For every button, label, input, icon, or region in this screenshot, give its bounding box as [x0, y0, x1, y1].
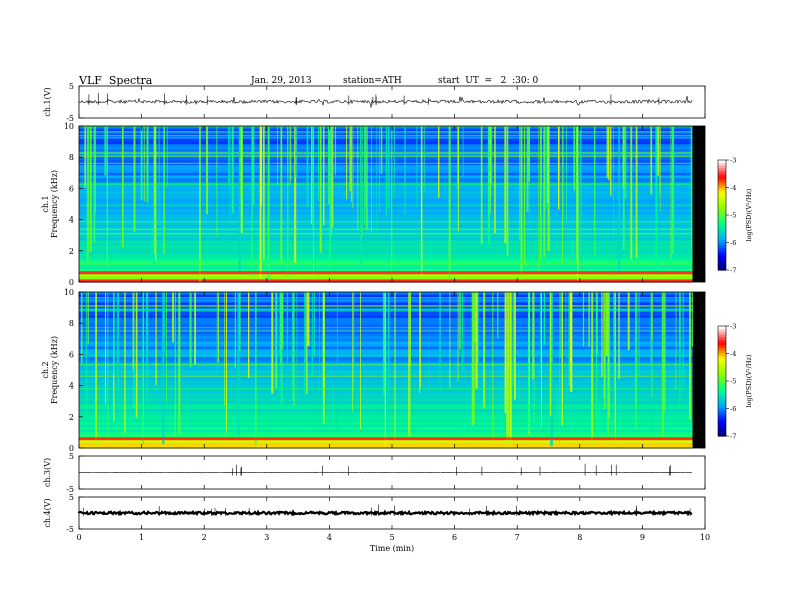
ch1-spec-colorbar-tick-label: -3: [730, 157, 736, 165]
ch3-wave-ylabel: ch.3(V): [43, 458, 52, 487]
ch1-spec-ylabel: ch.1: [41, 195, 50, 212]
chart-title: VLF Spectra: [79, 74, 153, 87]
ch1-wave-ytick-label: -5: [66, 114, 74, 123]
x-axis-label: Time (min): [370, 544, 414, 553]
x-tick-label: 6: [452, 533, 457, 542]
ch4-wave-trace: [77, 509, 693, 517]
ch1-wave-panel: [78, 85, 706, 119]
x-tick-label: 10: [700, 533, 710, 542]
x-tick-label: 7: [515, 533, 520, 542]
x-tick-label: 0: [76, 533, 81, 542]
ch3-wave-ytick-label: -5: [66, 485, 74, 494]
ch2-spec-colorbar-tick-label: -4: [730, 350, 736, 358]
ch4-wave-panel: [77, 496, 706, 530]
ch1-wave-ytick-label: 5: [69, 82, 74, 91]
ch2-spec-ylabel: Frequency (kHz): [50, 336, 59, 404]
ch2-spec-ylabel: ch.2: [41, 361, 50, 378]
x-tick-label: 2: [202, 533, 207, 542]
ch1-spec-panel: [78, 125, 706, 283]
ch4-wave-ylabel: ch.4(V): [43, 498, 52, 527]
ch1-spec-colorbar-tick-label: -5: [730, 212, 736, 220]
ch1-spec-ytick-label: 10: [64, 122, 74, 131]
ch2-spec-ytick-label: 2: [69, 413, 74, 422]
ch2-spec-colorbar-tick-label: -5: [730, 378, 736, 386]
ch1-spec-colorbar: -3 -4 -5 -6 -7 log(PSD)(V²/Hz): [717, 157, 753, 275]
ch2-spec-colorbar: -3 -4 -5 -6 -7 log(PSD)(V²/Hz): [717, 323, 753, 441]
ch2-spec-colorbar-tick-label: -3: [730, 323, 736, 331]
ch4-wave-ytick-label: -5: [66, 525, 74, 534]
x-tick-label: 5: [389, 533, 394, 542]
ch1-spec-ytick-label: 0: [69, 278, 74, 287]
ch1-spec-colorbar-tick-label: -6: [730, 239, 736, 247]
x-tick-label: 9: [640, 533, 645, 542]
ch2-spec-ytick-label: 8: [69, 319, 74, 328]
ch2-spec-lowfreq-band: [79, 437, 693, 441]
ch2-spec-ytick-label: 4: [69, 382, 74, 391]
ch1-spec-ylabel: Frequency (kHz): [50, 170, 59, 238]
ch2-spec-ytick-label: 10: [64, 288, 74, 297]
ch2-spec-colorbar-label: log(PSD)(V²/Hz): [745, 354, 753, 407]
ch1-spec-ytick-label: 6: [69, 184, 74, 193]
ch1-spec-lowfreq-band: [79, 271, 693, 275]
ch1-spec-colorbar-tick-label: -4: [730, 184, 736, 192]
start-time-label: start UT = 2 :30: 0: [438, 76, 539, 86]
date-label: Jan. 29, 2013: [251, 76, 312, 86]
x-tick-label: 1: [139, 533, 144, 542]
x-tick-label: 3: [264, 533, 269, 542]
ch2-spec-colorbar-tick-label: -6: [730, 405, 736, 413]
ch1-spec-colorbar-label: log(PSD)(V²/Hz): [745, 188, 753, 241]
ch2-spec-colorbar-tick-label: -7: [730, 433, 736, 441]
ch1-spec-colorbar-tick-label: -7: [730, 267, 736, 275]
station-label: station=ATH: [343, 76, 402, 86]
x-tick-label: 4: [327, 533, 332, 542]
ch1-spec-heatmap: [79, 125, 693, 283]
ch2-spec-ytick-label: 6: [69, 350, 74, 359]
ch2-spec-ytick-label: 0: [69, 444, 74, 453]
ch2-spec-heatmap: [79, 292, 694, 449]
ch1-wave-trace: [78, 95, 693, 108]
ch3-wave-trace: [78, 471, 693, 474]
x-tick-label: 8: [577, 533, 582, 542]
ch3-wave-ytick-label: 5: [69, 452, 74, 461]
ch3-wave-panel: [78, 455, 706, 490]
ch4-wave-ytick-label: 5: [69, 493, 74, 502]
ch1-spec-ytick-label: 2: [69, 247, 74, 256]
ch1-spec-ytick-label: 8: [69, 153, 74, 162]
ch2-spec-panel: [78, 291, 706, 449]
ch1-spec-ytick-label: 4: [69, 216, 74, 225]
ch1-wave-ylabel: ch.1(V): [43, 87, 52, 116]
